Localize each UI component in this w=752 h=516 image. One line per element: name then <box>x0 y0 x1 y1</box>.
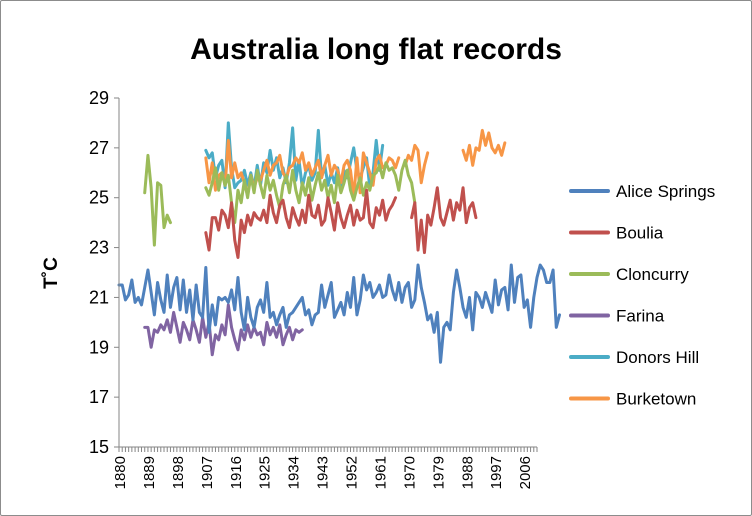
legend: Alice Springs Boulia Cloncurry Farina Donors… <box>569 182 715 409</box>
x-tick-label: 1898 <box>170 456 187 489</box>
plot-lines <box>117 121 562 364</box>
legend-label: Alice Springs <box>616 182 715 201</box>
y-tick-label: 15 <box>89 437 109 457</box>
x-tick-label: 1997 <box>488 456 505 489</box>
y-axis-label: T˚C <box>41 257 62 289</box>
series-line <box>204 186 478 260</box>
x-tick-label: 1907 <box>199 456 216 489</box>
x-tick-label: 1943 <box>315 456 332 489</box>
legend-label: Burketown <box>616 390 696 409</box>
y-tick-label: 29 <box>89 88 109 108</box>
x-tick-label: 1925 <box>257 456 274 489</box>
y-tick-label: 19 <box>89 337 109 357</box>
y-tick-label: 27 <box>89 138 109 158</box>
x-tick-label: 1952 <box>344 456 361 489</box>
y-tick-label: 23 <box>89 238 109 258</box>
x-tick-label: 1988 <box>459 456 476 489</box>
legend-label: Boulia <box>616 224 664 243</box>
x-tick-label: 1979 <box>430 456 447 489</box>
x-ticks: 1880 1889 1898 1907 1916 1925 1934 1943 1952 1961… <box>112 447 538 489</box>
series-line <box>143 303 304 357</box>
chart-title: Australia long flat records <box>190 33 562 66</box>
y-tick-label: 17 <box>89 387 109 407</box>
series-line <box>143 153 417 247</box>
legend-label: Donors Hill <box>616 348 699 367</box>
y-tick-label: 21 <box>89 287 109 307</box>
x-tick-label: 1934 <box>286 456 303 489</box>
x-tick-label: 1880 <box>112 456 129 489</box>
x-tick-label: 2006 <box>517 456 534 489</box>
x-tick-label: 1961 <box>372 456 389 489</box>
x-tick-label: 1889 <box>141 456 158 489</box>
legend-label: Cloncurry <box>616 265 689 284</box>
series-line <box>117 263 562 364</box>
series-line <box>204 121 385 190</box>
x-tick-label: 1970 <box>401 456 418 489</box>
series-line <box>204 128 507 200</box>
y-ticks: 15 17 19 21 23 25 27 29 <box>89 88 119 457</box>
y-tick-label: 25 <box>89 188 109 208</box>
x-tick-label: 1916 <box>228 456 245 489</box>
legend-label: Farina <box>616 307 665 326</box>
